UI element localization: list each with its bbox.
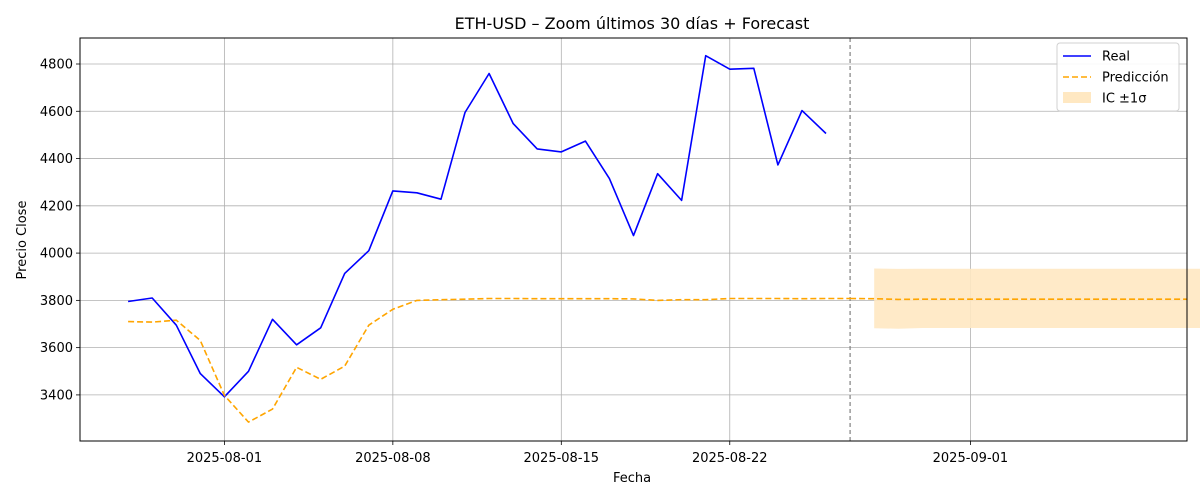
y-tick-label: 4800 xyxy=(40,58,73,73)
forecast-series-line xyxy=(850,297,1187,301)
chart-title: ETH-USD – Zoom últimos 30 días + Forecas… xyxy=(455,14,810,33)
x-tick-label: 2025-08-15 xyxy=(524,451,600,466)
grid xyxy=(80,38,1187,441)
legend-ci-label: IC ±1σ xyxy=(1102,92,1146,107)
x-tick-label: 2025-08-22 xyxy=(692,451,768,466)
real-series-line xyxy=(127,54,827,398)
y-tick-label: 4400 xyxy=(40,152,73,167)
legend: Real Predicción IC ±1σ xyxy=(1056,42,1180,112)
x-tick-label: 2025-09-01 xyxy=(933,451,1009,466)
y-tick-label: 3600 xyxy=(40,341,73,356)
x-tick-label: 2025-08-08 xyxy=(355,451,431,466)
y-tick-label: 3800 xyxy=(40,294,73,309)
x-axis-label: Fecha xyxy=(613,471,651,486)
plot-frame xyxy=(79,37,1188,442)
y-tick-label: 3400 xyxy=(40,388,73,403)
ticks-layer: 3400 3600 3800 4000 4200 4400 4600 4800 2025-08-… xyxy=(40,58,1008,467)
legend-ci-swatch xyxy=(1063,92,1091,103)
series-layer xyxy=(127,54,1187,423)
prediction-series-line xyxy=(128,297,851,423)
confidence-band-layer xyxy=(874,268,1200,329)
y-tick-label: 4600 xyxy=(40,105,73,120)
y-tick-label: 4000 xyxy=(40,247,73,262)
x-tick-label: 2025-08-01 xyxy=(187,451,263,466)
y-tick-label: 4200 xyxy=(40,199,73,214)
legend-pred-label: Predicción xyxy=(1102,71,1169,86)
confidence-band xyxy=(874,268,1200,329)
y-axis-label: Precio Close xyxy=(15,201,30,280)
legend-real-label: Real xyxy=(1102,50,1130,65)
